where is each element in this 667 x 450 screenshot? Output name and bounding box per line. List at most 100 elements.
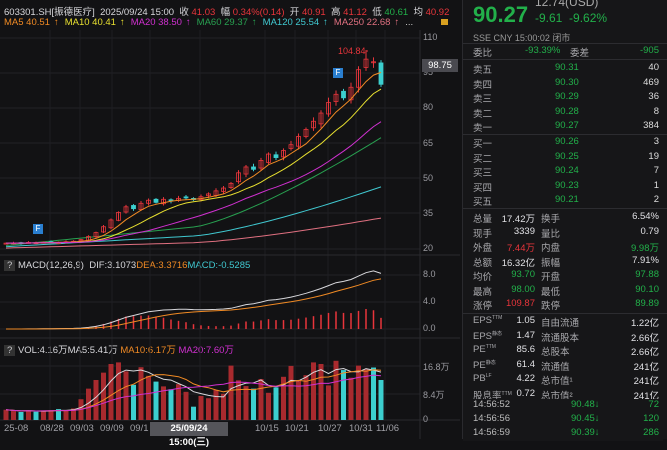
stat-row: 涨停 109.87 跌停 89.89 [463,298,663,312]
fundamental-row: PBLF 4.22 总市值¹ 241亿 [463,373,663,387]
symbol: 603301.SH[振德医疗] [4,7,95,18]
volume-bar [101,372,106,420]
candle-body [146,199,151,204]
arrow-up-icon: ↑ [185,17,191,28]
change-label: 幅 [220,7,231,18]
date-axis-label: 09/03 [70,423,94,434]
avg-label: 均 [413,7,423,18]
date-axis-label: 10/15 [255,423,279,434]
lock-icon[interactable] [441,19,449,25]
stat-value: 0.79 [640,225,660,237]
price-change: -9.61 [535,11,563,25]
candle-body [243,166,249,175]
volume-bar [288,365,294,420]
candle-body [281,150,286,158]
ask-row: 卖一 90.27 384 [463,120,663,134]
volume-bar [153,381,159,420]
stat-label: 现手 [473,228,493,240]
volume-bar [26,410,31,420]
volume-bar [236,380,241,420]
fundamental-value: 1.47 [516,329,536,341]
stat-row: 外盘 7.44万 内盘 9.98万 [463,240,663,254]
date-axis-label: 11/06 [376,423,400,434]
high-label: 高 [331,7,341,18]
vol-ma5: MA5:5.41万 [67,345,118,356]
volume-bar [18,412,24,420]
candle-body [371,61,376,64]
candle-body [108,219,114,229]
kline-chart[interactable]: 603301.SH[振德医疗] 2025/09/24 15:00 收 41.03… [0,0,460,448]
volume-axis-label: 8.4万 [423,390,445,400]
vol-ma20: MA20:7.60万 [178,345,234,356]
candle-body [138,202,144,210]
vol-ma10-line [5,369,382,412]
event-marker[interactable]: F [33,224,43,234]
candle-body [168,199,174,202]
candle-body [101,226,106,233]
candle-body [266,153,271,163]
candle-body [363,58,369,68]
volume-bar [183,391,189,420]
volume-bar [341,370,346,420]
price-axis-label: 95 [423,67,434,78]
help-icon[interactable]: ? [4,345,16,356]
ma-legend: MA5 40.51 ↑ MA10 40.41 ↑ MA20 38.50 ↑ MA60 29.… [4,17,449,28]
dea-value: DEA:3.3716 [136,260,188,271]
level-volume: 8 [653,105,659,117]
tick-row: 14:56:52 90.48↓ 72 [463,399,663,413]
stat-label: 内盘 [541,243,561,254]
vol-ma5-line [5,367,382,412]
volume-bar [243,386,249,420]
arrow-up-icon: ↑ [251,17,257,28]
label-text: PE [473,359,486,371]
level-price: 90.29 [555,91,579,103]
fundamental-label: EPS静态 [473,330,502,342]
label-suffix: 静态 [485,359,496,366]
date-axis-label: 10/21 [285,423,309,434]
tick-volume: 286 [643,427,659,438]
volume-bar [266,392,271,420]
candle-body [326,102,331,115]
volume-bar [161,386,166,420]
date-axis-label: 09/09 [100,423,124,434]
stat-label: 均价 [473,272,493,283]
more-button[interactable]: ... [405,17,414,28]
tick-volume: 120 [643,413,659,424]
level-volume: 2 [653,194,659,206]
date-axis-label: 08/28 [40,423,64,434]
volume-bar [281,376,286,420]
fundamental-row: 股息率TTM 0.72 总市值² 241亿 [463,388,663,402]
level-volume: 469 [643,76,659,88]
chart-canvas [0,30,460,439]
candle-body [303,129,309,137]
level-price: 90.21 [555,194,579,206]
date-axis-label: 09/1 [130,423,149,434]
help-icon[interactable]: ? [4,260,16,271]
volume-bar [371,367,376,420]
candle-body [33,242,39,245]
level-volume: 1 [653,179,659,191]
volume-bar [206,398,211,420]
price-axis-label: 20 [423,243,434,253]
volume-bar [296,380,301,420]
candle-body [56,242,61,244]
label-text: EPS [473,315,493,327]
candle-body [206,193,211,197]
volume-bar [378,380,384,420]
stat-value: 6.54% [632,211,659,222]
ma20-line [5,121,382,244]
fundamental-value: 61.4 [516,358,536,370]
candle-body [116,212,121,221]
stat-row: 最高 98.00 最低 90.10 [463,284,663,298]
volume-bar [251,388,256,420]
bid-row: 买三 90.24 7 [463,165,663,179]
volume-bar [228,365,234,420]
volume-bar [11,411,16,420]
candle-body [341,90,346,99]
volume-bar [221,393,226,420]
fundamental-value: 2.66亿 [631,347,659,358]
ratio-label: 委比 [473,48,493,59]
event-marker[interactable]: F [333,68,343,78]
level-volume: 19 [648,150,659,162]
volume-bar [273,387,279,420]
